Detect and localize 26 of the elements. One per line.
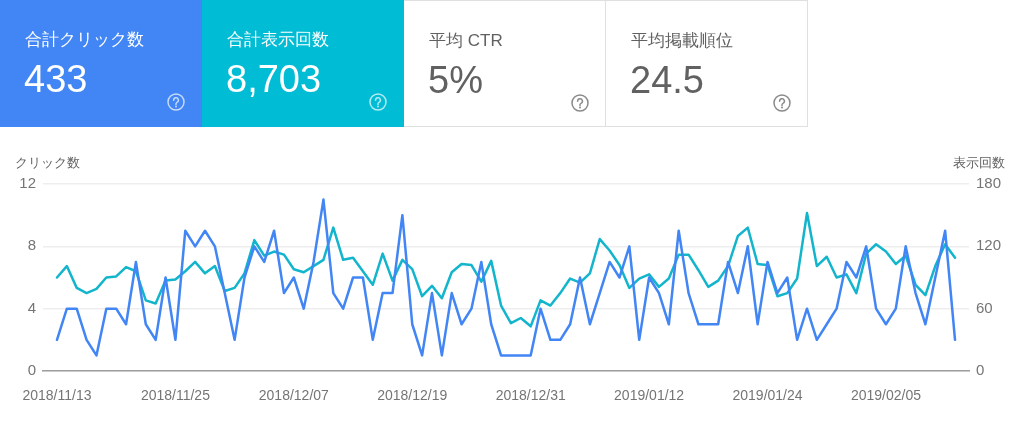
text: 433 — [24, 57, 88, 101]
y-tick-label: 0 — [27, 361, 36, 379]
text: 合計表示回数 — [227, 29, 329, 51]
x-tick-label: 2019/02/05 — [850, 387, 922, 404]
y-tick-label: 12 — [19, 174, 36, 192]
text: 5% — [428, 58, 483, 102]
y2-tick-label: 120 — [976, 236, 1002, 254]
x-tick-label: 2018/11/13 — [22, 387, 92, 404]
text: 平均掲載順位 — [631, 30, 733, 52]
text: 24.5 — [630, 58, 704, 102]
y2-tick-label: 60 — [976, 298, 993, 316]
x-tick-label: 2018/12/31 — [495, 387, 566, 404]
x-tick-label: 2018/12/07 — [258, 387, 330, 404]
y-tick-label: 4 — [27, 298, 36, 316]
text: 平均 CTR — [429, 30, 503, 52]
text: 8,703 — [226, 57, 322, 101]
x-tick-label: 2018/12/19 — [377, 387, 448, 404]
text: 合計クリック数 — [25, 29, 144, 51]
y2-tick-label: 180 — [976, 174, 1002, 192]
x-tick-label: 2019/01/12 — [614, 387, 685, 404]
x-tick-label: 2018/11/25 — [140, 387, 211, 404]
x-tick-label: 2019/01/24 — [732, 387, 803, 404]
y-axis-title: クリック数 — [15, 154, 80, 170]
y2-tick-label: 0 — [976, 361, 985, 379]
y-tick-label: 8 — [27, 236, 36, 254]
y2-axis-title: 表示回数 — [953, 154, 1005, 170]
